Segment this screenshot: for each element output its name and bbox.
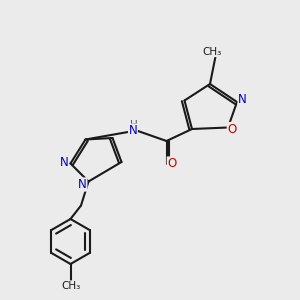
Text: CH₃: CH₃ (203, 46, 222, 57)
Text: O: O (227, 122, 236, 136)
Text: O: O (167, 157, 176, 170)
Text: N: N (78, 178, 87, 191)
Text: H: H (130, 120, 137, 130)
Text: CH₃: CH₃ (61, 281, 80, 291)
Text: N: N (238, 93, 247, 106)
Text: N: N (128, 124, 137, 137)
Text: N: N (59, 155, 68, 169)
